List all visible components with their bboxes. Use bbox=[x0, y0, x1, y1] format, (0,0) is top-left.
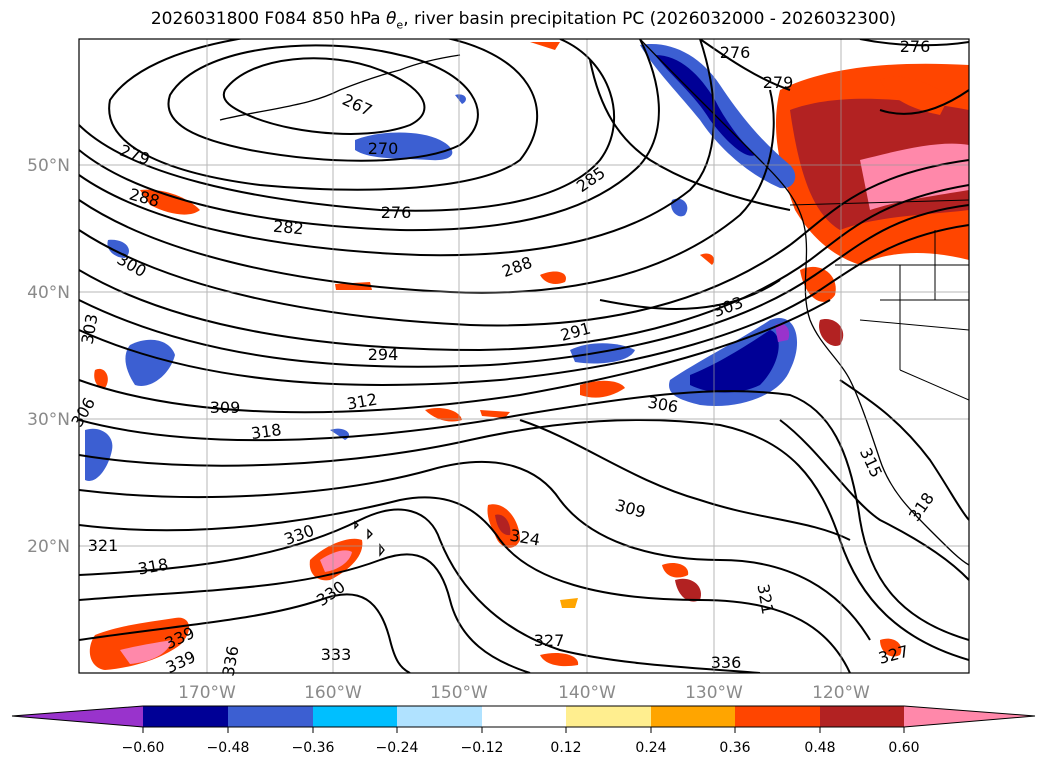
latitude-labels: 50°N 40°N 30°N 20°N bbox=[27, 156, 70, 557]
colorbar-segment bbox=[566, 706, 651, 727]
contour-label: 270 bbox=[368, 139, 399, 158]
colorbar-tick-label: −0.36 bbox=[292, 740, 335, 756]
colorbar-segment bbox=[651, 706, 735, 727]
colorbar-tick-label: 0.48 bbox=[804, 740, 835, 756]
colorbar-tick-label: −0.60 bbox=[122, 740, 165, 756]
lat-label: 20°N bbox=[27, 537, 70, 557]
colorbar-tick-label: 0.24 bbox=[635, 740, 666, 756]
contour-label: 333 bbox=[321, 645, 352, 664]
colorbar-segment bbox=[820, 706, 904, 727]
colorbar-segment bbox=[397, 706, 482, 727]
contour-label: 318 bbox=[250, 420, 283, 443]
lon-label: 160°W bbox=[304, 683, 362, 703]
contour-label: 327 bbox=[534, 631, 565, 650]
contour-label: 282 bbox=[272, 217, 304, 239]
colorbar-tick-label: 0.60 bbox=[888, 740, 919, 756]
colorbar-tick-label: 0.36 bbox=[719, 740, 750, 756]
theta-e-contours bbox=[79, 39, 969, 673]
map-frame bbox=[78, 38, 970, 674]
colorbar-segment bbox=[143, 706, 228, 727]
contour-label: 276 bbox=[720, 43, 751, 62]
lon-label: 170°W bbox=[178, 683, 236, 703]
colorbar-segment bbox=[228, 706, 313, 727]
contour-label: 336 bbox=[711, 653, 742, 672]
lon-label: 150°W bbox=[430, 683, 488, 703]
colorbar-segment bbox=[735, 706, 820, 727]
colorbar-tick-label: 0.12 bbox=[550, 740, 581, 756]
colorbar-extension-left bbox=[12, 706, 143, 727]
colorbar: −0.60 −0.48 −0.36 −0.24 −0.12 0.12 0.24 … bbox=[11, 705, 1036, 756]
coastlines bbox=[219, 39, 969, 566]
lat-label: 50°N bbox=[27, 156, 70, 176]
contour-label: 294 bbox=[368, 345, 399, 364]
colorbar-tick-label: −0.48 bbox=[207, 740, 250, 756]
colorbar-extension-right bbox=[904, 706, 1035, 727]
colorbar-segment bbox=[313, 706, 397, 727]
gridlines bbox=[79, 39, 969, 673]
lon-label: 130°W bbox=[685, 683, 743, 703]
contour-label: 279 bbox=[763, 73, 794, 92]
contour-label: 321 bbox=[88, 536, 119, 555]
contour-label: 309 bbox=[210, 398, 241, 417]
colorbar-tick-label: −0.24 bbox=[376, 740, 419, 756]
lat-label: 40°N bbox=[27, 283, 70, 303]
lat-label: 30°N bbox=[27, 410, 70, 430]
boundaries bbox=[789, 199, 969, 401]
map-title: 2026031800 F084 850 hPa θe, river basin … bbox=[150, 9, 897, 32]
lon-label: 120°W bbox=[812, 683, 870, 703]
colorbar-segment bbox=[482, 706, 566, 727]
longitude-labels: 170°W 160°W 150°W 140°W 130°W 120°W bbox=[178, 683, 870, 703]
lon-label: 140°W bbox=[558, 683, 616, 703]
contour-label: 276 bbox=[900, 37, 931, 56]
colorbar-tick-label: −0.12 bbox=[461, 740, 504, 756]
contour-label: 276 bbox=[381, 203, 412, 222]
